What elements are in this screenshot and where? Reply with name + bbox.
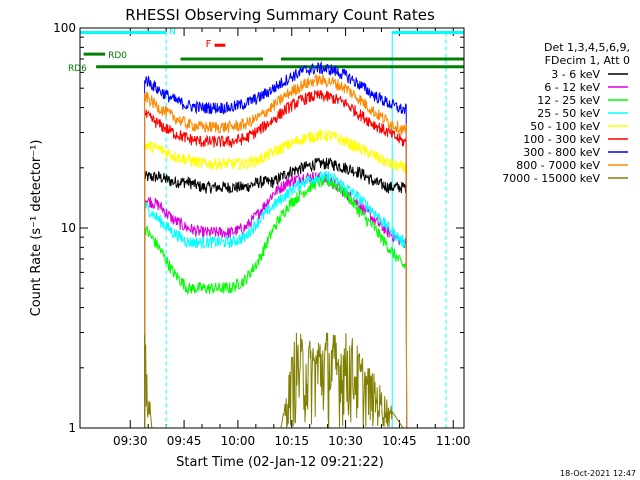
x-tick-label: 11:00 bbox=[436, 434, 471, 448]
legend-entry-label: 12 - 25 keV bbox=[537, 94, 600, 107]
series-800-7000-kev bbox=[144, 73, 408, 429]
series-300-800-kev bbox=[144, 60, 408, 429]
series-line bbox=[144, 170, 408, 429]
y-tick-label: 1 bbox=[68, 421, 76, 435]
series-line bbox=[144, 129, 408, 429]
y-axis: 1 10 100 bbox=[53, 21, 464, 435]
series-100-300-kev bbox=[144, 90, 408, 429]
x-axis-label: Start Time (02-Jan-12 09:21:22) bbox=[176, 455, 384, 470]
legend-entry-label: 7000 - 15000 keV bbox=[502, 172, 600, 185]
series-25-50-kev bbox=[144, 170, 408, 429]
legend-entry-label: 100 - 300 keV bbox=[523, 133, 600, 146]
legend-header: Det 1,3,4,5,6,9, bbox=[544, 41, 630, 54]
legend-entry-label: 6 - 12 keV bbox=[544, 81, 600, 94]
series-3-6-kev bbox=[144, 157, 408, 429]
y-axis-label: Count Rate (s⁻¹ detector⁻¹) bbox=[29, 140, 44, 317]
legend-header: FDecim 1, Att 0 bbox=[545, 54, 630, 67]
x-tick-label: 10:30 bbox=[328, 434, 363, 448]
flare-label: F bbox=[206, 39, 212, 50]
x-axis: 09:30 09:45 10:00 10:15 10:30 10:45 11:00 bbox=[113, 28, 471, 448]
series-layer bbox=[144, 60, 408, 429]
legend-entry-label: 25 - 50 keV bbox=[537, 107, 600, 120]
x-tick-label: 10:00 bbox=[221, 434, 256, 448]
night-label: N bbox=[169, 27, 176, 37]
series-7000-15000-kev bbox=[144, 332, 407, 429]
series-line bbox=[144, 60, 408, 429]
series-line bbox=[144, 157, 408, 429]
plot-area: 1 10 100 09:30 09:45 10:00 10:15 10:30 10:45 11:… bbox=[53, 21, 470, 448]
legend: Det 1,3,4,5,6,9,FDecim 1, Att 03 - 6 keV… bbox=[502, 41, 630, 185]
series-line bbox=[144, 90, 408, 429]
x-tick-label: 09:30 bbox=[113, 434, 148, 448]
x-tick-label: 10:15 bbox=[274, 434, 309, 448]
rd0-label: RD0 bbox=[108, 51, 127, 61]
annotation-layer: N RD0 RD6 F bbox=[68, 27, 464, 428]
y-tick-label: 10 bbox=[61, 221, 76, 235]
series-line bbox=[144, 332, 407, 429]
series-50-100-kev bbox=[144, 129, 408, 429]
plot-frame bbox=[79, 27, 465, 429]
legend-entry-label: 800 - 7000 keV bbox=[516, 159, 600, 172]
rd6-label: RD6 bbox=[68, 64, 87, 74]
y-tick-label: 100 bbox=[53, 21, 76, 35]
legend-entry-label: 50 - 100 keV bbox=[530, 120, 600, 133]
chart-title: RHESSI Observing Summary Count Rates bbox=[125, 6, 435, 24]
footer-date: 18-Oct-2021 12:47 bbox=[560, 469, 636, 478]
series-line bbox=[144, 73, 408, 429]
series-line bbox=[144, 175, 408, 429]
x-tick-label: 09:45 bbox=[167, 434, 202, 448]
x-tick-label: 10:45 bbox=[382, 434, 417, 448]
legend-entry-label: 300 - 800 keV bbox=[523, 146, 600, 159]
series-12-25-kev bbox=[144, 175, 408, 429]
legend-entry-label: 3 - 6 keV bbox=[551, 68, 600, 81]
